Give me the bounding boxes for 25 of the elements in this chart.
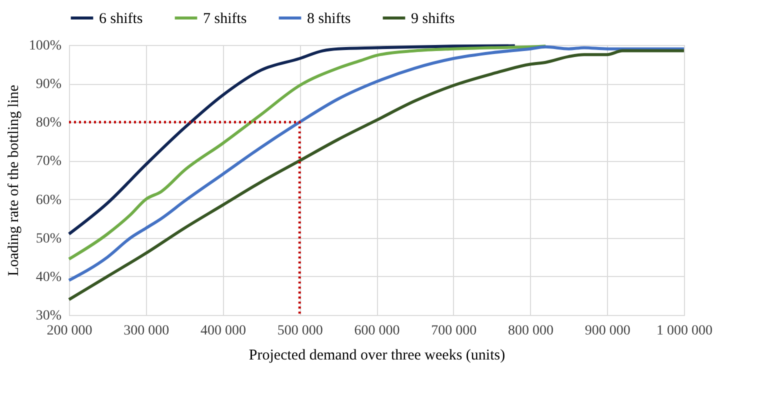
y-tick-label: 50% <box>36 231 62 246</box>
y-tick-label: 40% <box>36 270 62 285</box>
x-tick-label: 800 000 <box>508 324 554 338</box>
x-tick-label: 600 000 <box>354 324 400 338</box>
x-tick-label: 400 000 <box>200 324 246 338</box>
x-tick-label: 200 000 <box>46 324 92 338</box>
y-tick-label: 80% <box>36 116 62 131</box>
x-tick-label: 1 000 000 <box>656 324 712 338</box>
x-tick-label: 700 000 <box>431 324 477 338</box>
x-tick-label: 300 000 <box>124 324 170 338</box>
line-series <box>68 44 516 236</box>
legend-label: 6 shifts <box>99 11 143 27</box>
y-tick-label: 30% <box>36 308 62 324</box>
legend-label: 8 shifts <box>307 11 351 27</box>
legend-label: 7 shifts <box>203 11 247 27</box>
y-axis-title: Loading rate of the bottling line <box>6 84 22 276</box>
legend-label: 9 shifts <box>411 11 455 27</box>
line-series <box>68 44 548 261</box>
y-tick-label: 70% <box>36 154 62 170</box>
x-axis-title: Projected demand over three weeks (units) <box>248 348 506 364</box>
x-tick-label: 500 000 <box>277 324 323 338</box>
x-tick-label: 900 000 <box>584 324 630 338</box>
y-tick-label: 100% <box>28 38 62 54</box>
y-tick-label: 60% <box>36 192 62 208</box>
y-tick-label: 90% <box>36 77 62 92</box>
